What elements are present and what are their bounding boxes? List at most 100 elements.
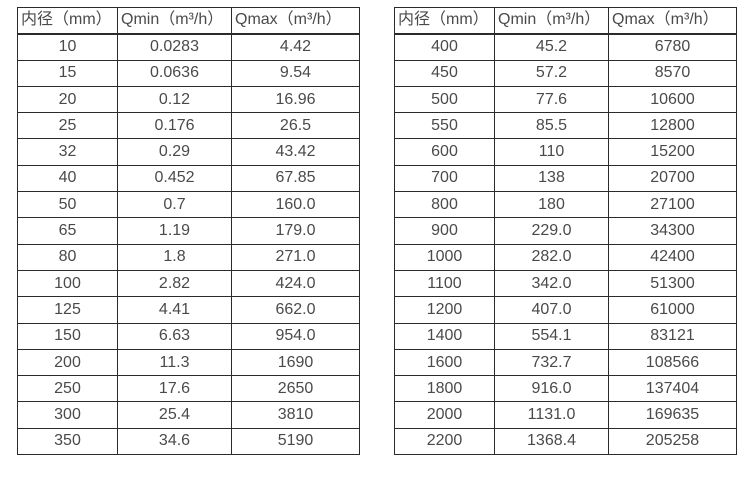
- table-row: 20 0.12 16.96: [17, 85, 360, 114]
- table-row: 40 0.452 67.85: [17, 164, 360, 193]
- table-cell: 700: [394, 164, 495, 193]
- table-cell: 85.5: [494, 112, 609, 140]
- table-cell: 3810: [231, 401, 360, 429]
- table-row: 100 2.82 424.0: [17, 269, 360, 298]
- table-cell: 200: [17, 348, 118, 377]
- table-row: 250 17.6 2650: [17, 375, 360, 403]
- table-cell: 11.3: [117, 348, 232, 377]
- table-cell: 800: [394, 191, 495, 219]
- table-row: 2000 1131.0 169635: [394, 401, 737, 429]
- column-header-qmax: Qmax（m³/h）: [231, 6, 360, 35]
- table-cell: 12800: [608, 112, 737, 140]
- table-cell: 300: [17, 401, 118, 429]
- table-row: 1600 732.7 108566: [394, 348, 737, 377]
- table-cell: 150: [17, 322, 118, 350]
- table-cell: 57.2: [494, 59, 609, 87]
- table-cell: 550: [394, 112, 495, 140]
- table-cell: 0.452: [117, 164, 232, 193]
- table-cell: 1100: [394, 269, 495, 298]
- table-cell: 45.2: [494, 33, 609, 61]
- table-cell: 27100: [608, 191, 737, 219]
- table-cell: 20: [17, 85, 118, 114]
- table-row: 1400 554.1 83121: [394, 322, 737, 350]
- table-cell: 34300: [608, 217, 737, 245]
- table-cell: 554.1: [494, 322, 609, 350]
- table-cell: 83121: [608, 322, 737, 350]
- table-row: 80 1.8 271.0: [17, 243, 360, 271]
- table-row: 1800 916.0 137404: [394, 375, 737, 403]
- table-cell: 15: [17, 59, 118, 87]
- table-cell: 110: [494, 138, 609, 166]
- table-cell: 65: [17, 217, 118, 245]
- table-row: 125 4.41 662.0: [17, 296, 360, 324]
- table-cell: 600: [394, 138, 495, 166]
- table-cell: 1200: [394, 296, 495, 324]
- table-cell: 732.7: [494, 348, 609, 377]
- table-cell: 17.6: [117, 375, 232, 403]
- table-cell: 34.6: [117, 427, 232, 456]
- table-cell: 205258: [608, 427, 737, 456]
- table-cell: 77.6: [494, 85, 609, 114]
- table-row: 1100 342.0 51300: [394, 269, 737, 298]
- table-cell: 0.0636: [117, 59, 232, 87]
- column-header-qmin: Qmin（m³/h）: [117, 6, 232, 35]
- table-header: 内径（mm） Qmin（m³/h） Qmax（m³/h）: [17, 6, 360, 35]
- table-cell: 0.7: [117, 191, 232, 219]
- table-cell: 954.0: [231, 322, 360, 350]
- table-cell: 67.85: [231, 164, 360, 193]
- table-cell: 40: [17, 164, 118, 193]
- table-cell: 42400: [608, 243, 737, 271]
- table-cell: 100: [17, 269, 118, 298]
- table-cell: 1.19: [117, 217, 232, 245]
- column-header-qmin: Qmin（m³/h）: [494, 6, 609, 35]
- table-cell: 2650: [231, 375, 360, 403]
- table-cell: 1.8: [117, 243, 232, 271]
- table-cell: 0.0283: [117, 33, 232, 61]
- flow-table-small-diameters: 内径（mm） Qmin（m³/h） Qmax（m³/h） 10 0.0283 4.4…: [17, 6, 360, 456]
- table-cell: 32: [17, 138, 118, 166]
- table-cell: 1131.0: [494, 401, 609, 429]
- table-row: 550 85.5 12800: [394, 112, 737, 140]
- table-cell: 4.41: [117, 296, 232, 324]
- table-cell: 20700: [608, 164, 737, 193]
- table-cell: 407.0: [494, 296, 609, 324]
- table-cell: 250: [17, 375, 118, 403]
- table-cell: 180: [494, 191, 609, 219]
- table-row: 200 11.3 1690: [17, 348, 360, 377]
- table-row: 65 1.19 179.0: [17, 217, 360, 245]
- table-cell: 25.4: [117, 401, 232, 429]
- table-cell: 500: [394, 85, 495, 114]
- table-cell: 4.42: [231, 33, 360, 61]
- table-cell: 26.5: [231, 112, 360, 140]
- table-cell: 5190: [231, 427, 360, 456]
- table-cell: 108566: [608, 348, 737, 377]
- table-row: 600 110 15200: [394, 138, 737, 166]
- table-cell: 6780: [608, 33, 737, 61]
- table-cell: 8570: [608, 59, 737, 87]
- table-row: 150 6.63 954.0: [17, 322, 360, 350]
- table-cell: 160.0: [231, 191, 360, 219]
- table-row: 10 0.0283 4.42: [17, 33, 360, 61]
- table-cell: 10600: [608, 85, 737, 114]
- table-cell: 15200: [608, 138, 737, 166]
- table-cell: 1800: [394, 375, 495, 403]
- table-row: 450 57.2 8570: [394, 59, 737, 87]
- table-cell: 1400: [394, 322, 495, 350]
- table-cell: 138: [494, 164, 609, 193]
- table-cell: 61000: [608, 296, 737, 324]
- table-row: 32 0.29 43.42: [17, 138, 360, 166]
- table-row: 300 25.4 3810: [17, 401, 360, 429]
- table-row: 400 45.2 6780: [394, 33, 737, 61]
- table-cell: 1690: [231, 348, 360, 377]
- table-cell: 2.82: [117, 269, 232, 298]
- flow-table-large-diameters: 内径（mm） Qmin（m³/h） Qmax（m³/h） 400 45.2 6780…: [394, 6, 737, 456]
- table-body: 400 45.2 6780 450 57.2 8570 500 77.6 10600 550 85.…: [394, 33, 737, 456]
- table-cell: 1600: [394, 348, 495, 377]
- column-header-inner-diameter: 内径（mm）: [17, 6, 118, 35]
- table-cell: 916.0: [494, 375, 609, 403]
- table-row: 800 180 27100: [394, 191, 737, 219]
- table-cell: 50: [17, 191, 118, 219]
- table-cell: 662.0: [231, 296, 360, 324]
- header-row: 内径（mm） Qmin（m³/h） Qmax（m³/h）: [394, 6, 737, 35]
